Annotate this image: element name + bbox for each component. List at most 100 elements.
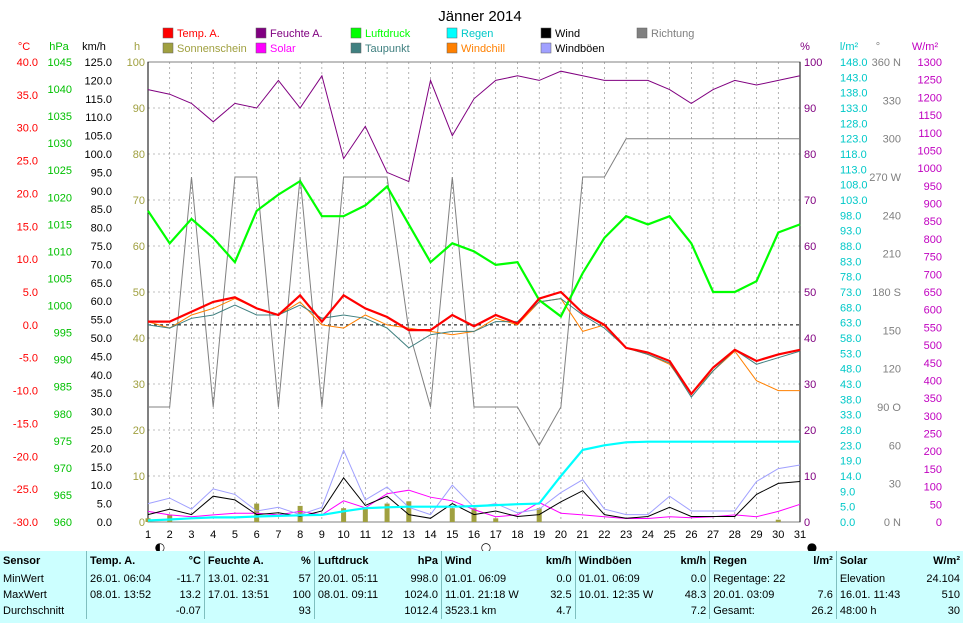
axis-tick-label: 83.0	[840, 256, 861, 268]
axis-tick-label: 125.0	[84, 57, 112, 69]
axis-tick-label: 1150	[918, 110, 942, 122]
axis-tick-label: 40.0	[17, 57, 38, 69]
x-tick-label: 19	[533, 529, 545, 541]
stats-cell-text: 01.01. 06:09	[574, 571, 672, 587]
legend-swatch	[540, 42, 552, 54]
stats-cell-text	[574, 603, 672, 619]
x-tick-label: 4	[210, 529, 216, 541]
x-tick-label: 3	[188, 529, 194, 541]
axis-tick-label: 250	[924, 429, 942, 441]
axis-tick-label: 70	[804, 195, 816, 207]
stats-cell-value: 100	[292, 589, 311, 601]
axis-tick-label: 110.0	[85, 112, 112, 124]
axis-tick-label: 800	[924, 234, 942, 246]
axis-unit-label: W/m²	[912, 41, 939, 53]
axis-tick-label: 19.0	[840, 456, 861, 468]
legend-label: Taupunkt	[365, 43, 410, 55]
legend-swatch	[350, 42, 362, 54]
stats-cell-text: 20.01. 05:11	[313, 571, 394, 587]
axis-tick-label: 20	[133, 425, 145, 437]
axis-tick-label: 0	[936, 517, 942, 529]
legend-label: Solar	[270, 43, 296, 55]
axis-tick-label: 33.0	[840, 410, 861, 422]
stats-cell-text: 11.01. 21:18 W	[440, 587, 537, 603]
axis-tick-label: 360 N	[872, 57, 901, 69]
sunshine-bar	[297, 505, 303, 522]
axis-tick-label: 28.0	[840, 425, 861, 437]
axis-tick-label: 48.0	[840, 364, 861, 376]
axis-tick-label: 0	[139, 517, 145, 529]
stats-header-unit: l/m²	[813, 555, 833, 567]
axis-tick-label: 300	[924, 411, 942, 423]
sunshine-bar	[775, 519, 781, 522]
axis-tick-label: 0.0	[840, 517, 855, 529]
axis-tick-label: 10.0	[17, 254, 38, 266]
axis-tick-label: 5.0	[23, 287, 38, 299]
axis-tick-label: 5.0	[97, 499, 112, 511]
axis-tick-label: 100.0	[84, 149, 112, 161]
x-tick-label: 28	[729, 529, 741, 541]
axis-tick-label: 120.0	[84, 75, 112, 87]
axis-tick-label: 20.0	[17, 188, 38, 200]
axis-tick-label: 35.0	[91, 388, 112, 400]
legend-label: Wind	[555, 28, 580, 40]
axis-tick-label: -10.0	[13, 386, 38, 398]
axis-tick-label: 980	[54, 409, 72, 421]
axis-tick-label: 1200	[918, 92, 942, 104]
axis-tick-label: 40	[133, 333, 145, 345]
axis-tick-label: 55.0	[91, 315, 112, 327]
axis-tick-label: 450	[924, 358, 942, 370]
axis-tick-label: 1035	[48, 111, 72, 123]
sunshine-bar	[384, 503, 390, 522]
series-line-taupunkt	[147, 298, 801, 398]
x-axis: 1 2 3 4 5 6 7 8 9 10 11 12 13 14 15 16 17 18 19 20 21 22 23 24 2…	[145, 529, 817, 551]
stats-row-label: Durchschnitt	[3, 605, 65, 617]
stats-cell-value: 7.2	[690, 605, 707, 617]
axis-tick-label: 105.0	[84, 131, 112, 143]
axis-tick-label: 138.0	[840, 88, 868, 100]
axis-tick-label: 25.0	[17, 156, 38, 168]
axis-tick-label: 550	[924, 322, 942, 334]
x-tick-label: 7	[275, 529, 281, 541]
stats-row: Durchschnitt -0.07 93 1012.4 3523.1 km 4.7 7.2…	[0, 603, 963, 619]
x-tick-label: 20	[555, 529, 567, 541]
axis-headers: °C hPa km/h h% l/m² ° W/m²	[18, 41, 939, 53]
x-tick-label: 6	[254, 529, 260, 541]
legend-swatch	[446, 27, 458, 39]
x-tick-label: 5	[232, 529, 238, 541]
stats-header: Sensor	[3, 555, 41, 567]
legend-label: Windchill	[461, 43, 505, 55]
axis-tick-label: 400	[924, 375, 942, 387]
axis-tick-label: 10	[804, 471, 816, 483]
stats-cell-value: 30	[947, 605, 960, 617]
stats-cell-text: 08.01. 09:11	[313, 587, 394, 603]
axis-tick-label: 90.0	[91, 186, 112, 198]
axis-tick-label: 73.0	[840, 287, 861, 299]
axis-tick-label: 5.0	[840, 502, 855, 514]
series-line-solar	[147, 489, 801, 519]
legend-label: Feuchte A.	[270, 28, 323, 40]
axis-tick-label: 985	[54, 382, 72, 394]
axis-tick-label: 1030	[48, 138, 72, 150]
x-tick-label: 21	[577, 529, 589, 541]
axis-tick-label: 30.0	[91, 407, 112, 419]
x-tick-label: 12	[381, 529, 393, 541]
axis-tick-label: 330	[883, 95, 901, 107]
axis-tick-label: -25.0	[13, 484, 38, 496]
x-tick-label: 2	[167, 529, 173, 541]
axis-tick-label: 15.0	[17, 221, 38, 233]
axis-tick-label: 1300	[918, 57, 942, 69]
stats-cell-text: Elevation	[835, 571, 916, 587]
moon-phase-icon: ●	[807, 540, 817, 551]
axis-tick-label: 80	[804, 149, 816, 161]
axis-tick-label: 1250	[918, 75, 942, 87]
stats-cell-text: 13.01. 02:31	[203, 571, 285, 587]
axis-tick-label: 20.0	[91, 443, 112, 455]
axis-tick-label: 100	[924, 482, 942, 494]
stats-cell-value: 4.7	[556, 605, 572, 617]
series-line-regen	[147, 440, 800, 522]
axis-tick-label: 750	[924, 252, 942, 264]
series-line-richtung	[148, 138, 800, 447]
axis-tick-label: 200	[924, 446, 942, 458]
axis-tick-label: 995	[54, 328, 72, 340]
